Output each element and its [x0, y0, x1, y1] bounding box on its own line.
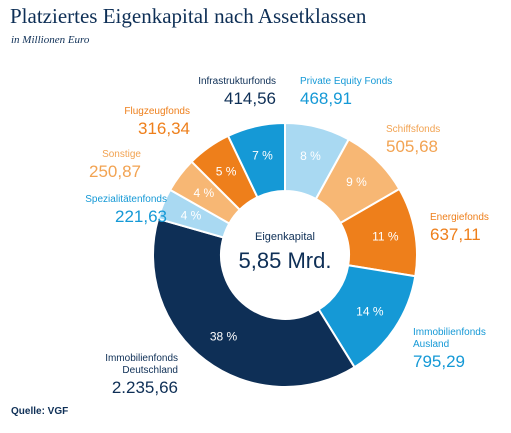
share-label: 7 %	[252, 149, 273, 163]
share-label: 11 %	[372, 230, 399, 244]
source: Quelle: VGF	[11, 406, 69, 417]
share-label: 9 %	[346, 175, 367, 189]
donut-segment	[152, 217, 356, 388]
segment-label: Spezialitätenfonds	[85, 194, 167, 205]
segment-label: Energiefonds	[430, 212, 489, 223]
segment-value: 316,34	[138, 119, 190, 138]
segment-value: 2.235,66	[111, 378, 178, 397]
chart-subtitle: in Millionen Euro	[11, 34, 90, 46]
center-label: Eigenkapital	[255, 231, 315, 243]
segment-value: 468,91	[300, 89, 352, 108]
share-label: 5 %	[216, 165, 237, 179]
share-label: 14 %	[356, 305, 384, 319]
share-label: 4 %	[193, 186, 214, 200]
segment-value: 795,29	[413, 352, 465, 371]
segment-label: Private Equity Fonds	[300, 76, 393, 87]
segment-value: 505,68	[386, 137, 438, 156]
share-label: 38 %	[210, 329, 238, 343]
chart-title: Platziertes Eigenkapital nach Assetklass…	[10, 4, 367, 28]
donut-segment	[226, 121, 286, 199]
segment-value: 637,11	[430, 225, 481, 244]
segment-label: Immobilienfonds Ausland	[413, 327, 486, 350]
segment-label: Infrastrukturfonds	[198, 76, 276, 87]
segment-value: 221,63	[115, 207, 167, 226]
segment-label: Flugzeugfonds	[124, 106, 190, 117]
share-label: 4 %	[181, 209, 202, 223]
center-value: 5,85 Mrd.	[239, 248, 332, 273]
share-label: 8 %	[300, 149, 321, 163]
segment-label: Schiffsfonds	[386, 124, 441, 135]
segment-label: Sonstige	[102, 149, 141, 160]
segment-label: Immobilienfonds Deutschland	[105, 353, 178, 376]
segment-value: 250,87	[89, 162, 141, 181]
segment-value: 414,56	[224, 89, 276, 108]
